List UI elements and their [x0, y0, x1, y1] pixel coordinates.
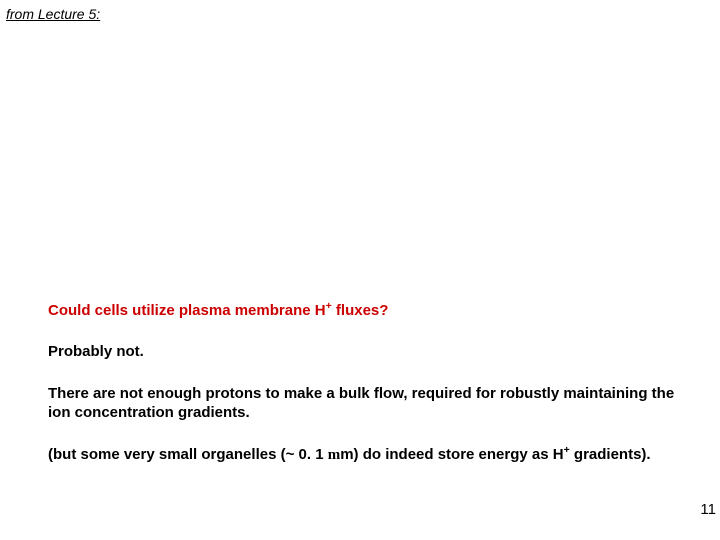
micro-symbol: m [328, 447, 341, 463]
question-prefix: Could cells utilize plasma membrane H [48, 302, 326, 319]
question-suffix: fluxes? [332, 302, 389, 319]
paragraph-2: There are not enough protons to make a b… [48, 384, 680, 423]
slide-body: Could cells utilize plasma membrane H+ f… [48, 302, 680, 465]
paragraph-3: (but some very small organelles (~ 0. 1 … [48, 445, 680, 466]
page-number: 11 [700, 501, 716, 518]
paragraph-1: Probably not. [48, 342, 680, 362]
para3-mid: m) do indeed store energy as H [340, 446, 563, 463]
slide: from Lecture 5: Could cells utilize plas… [0, 0, 720, 540]
para3-suffix: gradients). [570, 446, 651, 463]
para3-prefix: (but some very small organelles (~ 0. 1 [48, 446, 328, 463]
question-line: Could cells utilize plasma membrane H+ f… [48, 302, 680, 320]
lecture-reference: from Lecture 5: [6, 6, 100, 22]
